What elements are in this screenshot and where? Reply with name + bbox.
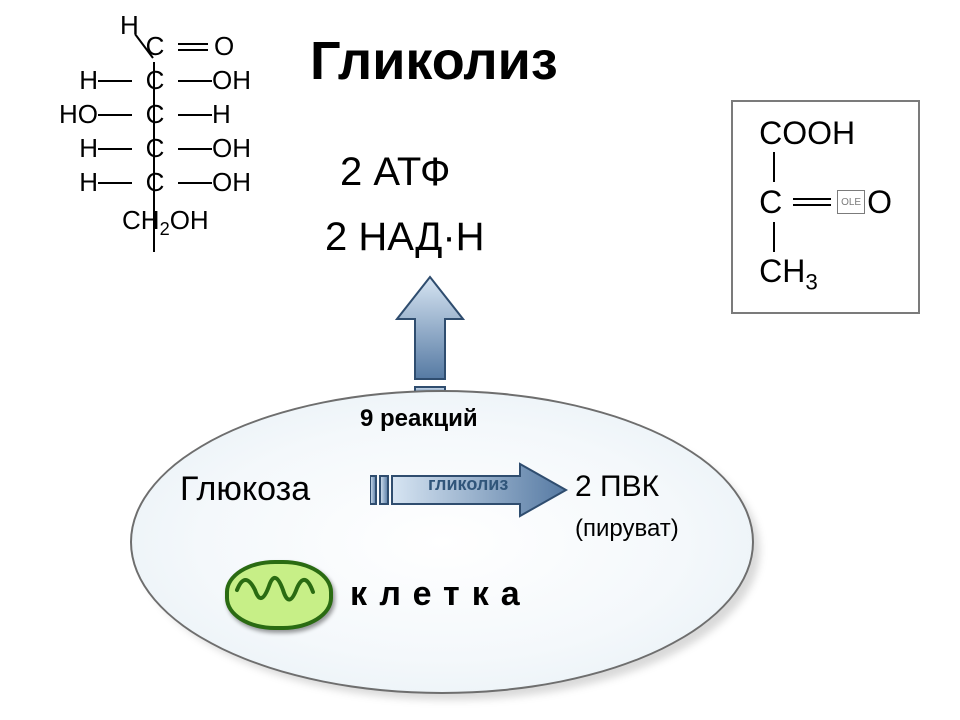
ole-icon: OLE [837, 190, 865, 214]
pyruvate-o: O [867, 191, 892, 213]
diagram-title: Гликолиз [310, 30, 558, 92]
glucose-r4l: H [40, 135, 98, 162]
glucose-r3r: H [212, 101, 258, 128]
mitochondrion-icon [225, 560, 325, 622]
glucose-word: Глюкоза [180, 470, 310, 509]
cell-word: клетка [350, 575, 532, 614]
glucose-c3: C [132, 101, 178, 128]
pvk-label: 2 ПВК [575, 470, 659, 504]
glycolysis-arrow-label: гликолиз [428, 474, 508, 495]
glucose-r4r: OH [212, 135, 258, 162]
arrow-right-icon: гликолиз [370, 460, 570, 525]
glucose-structure: H C O H C OH HO C H H C OH H C OH CH2OH [40, 30, 258, 240]
glucose-bottom: CH2OH [122, 207, 209, 239]
pyruvate-line1: COOH [759, 122, 892, 144]
glucose-o1: O [214, 33, 254, 60]
pyruvate-line3: CH3 [759, 260, 892, 290]
glucose-r3l: HO [40, 101, 98, 128]
arrow-up-icon [395, 275, 465, 405]
glucose-c2: C [132, 67, 178, 94]
reactions-label: 9 реакций [360, 405, 478, 433]
glucose-c5: C [132, 169, 178, 196]
atp-label: 2 АТФ [340, 150, 450, 195]
glucose-c4: C [132, 135, 178, 162]
pyruvate-structure: COOH C OLE O CH3 [731, 100, 920, 314]
pyruvate-c: C [759, 191, 793, 213]
glucose-r5l: H [40, 169, 98, 196]
glucose-r2r: OH [212, 67, 258, 94]
nadh-label: 2 НАД·Н [325, 215, 485, 260]
glucose-r2l: H [40, 67, 98, 94]
pyruvate-name: (пируват) [575, 515, 679, 543]
glucose-r5r: OH [212, 169, 258, 196]
